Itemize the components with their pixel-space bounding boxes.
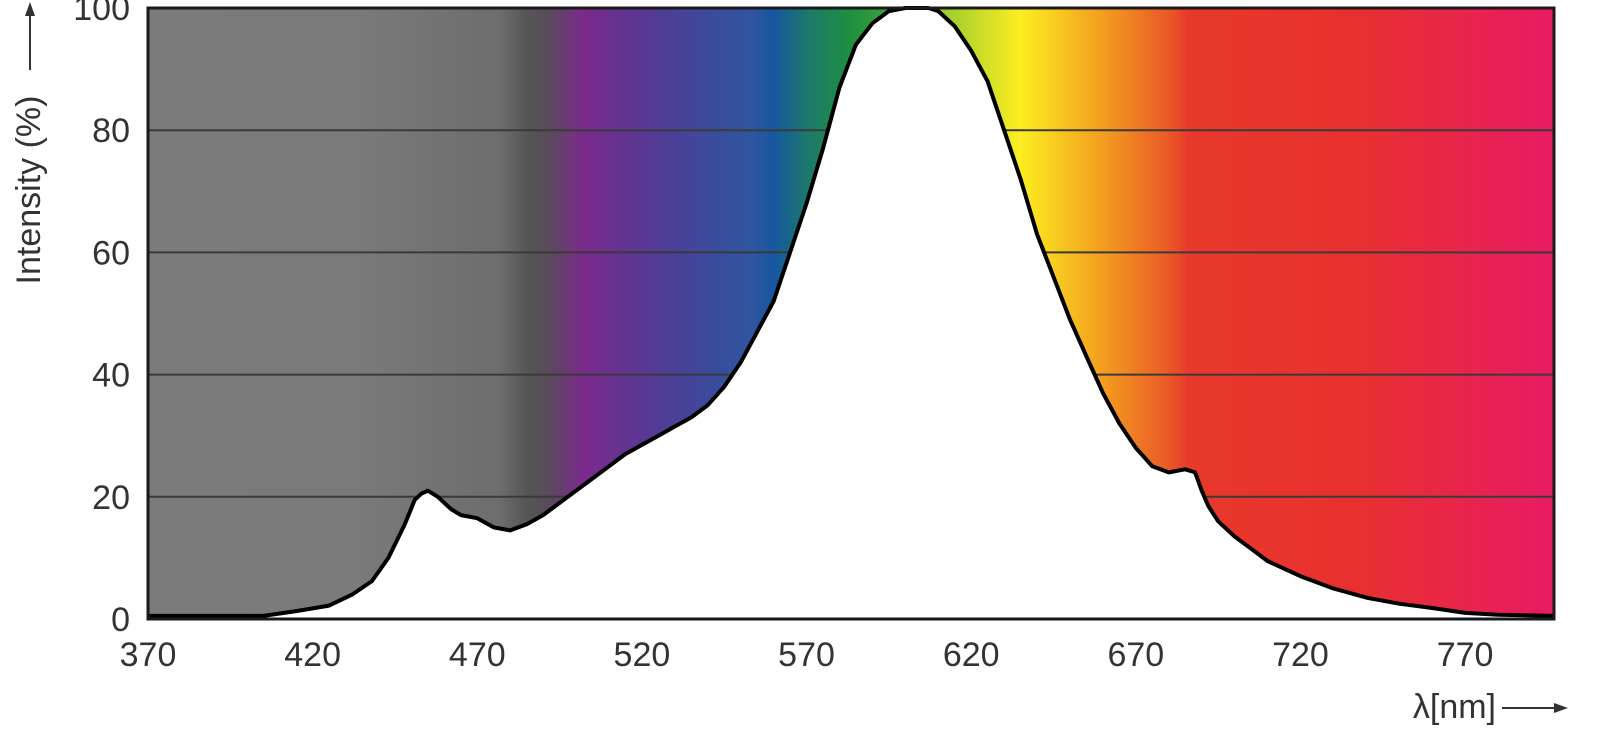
under-curve-area [148, 8, 1554, 619]
x-tick-label: 370 [120, 636, 177, 674]
y-axis-arrow [25, 2, 35, 70]
x-tick-label: 720 [1272, 636, 1329, 674]
y-tick-label: 40 [92, 357, 130, 395]
y-tick-label: 20 [92, 479, 130, 517]
plot-border [146, 6, 1556, 621]
x-tick-label: 620 [943, 636, 1000, 674]
y-tick-label: 80 [92, 112, 130, 150]
x-tick-label: 570 [778, 636, 835, 674]
x-tick-label: 420 [284, 636, 341, 674]
x-tick-label: 670 [1107, 636, 1164, 674]
x-axis-label: λ[nm] [1413, 688, 1496, 726]
y-axis-ticks: 0 20 40 60 80 100 [73, 0, 130, 639]
y-tick-label: 60 [92, 234, 130, 272]
x-tick-label: 470 [449, 636, 506, 674]
x-tick-label: 770 [1437, 636, 1494, 674]
y-tick-label: 100 [73, 0, 130, 28]
y-tick-label: 0 [111, 601, 130, 639]
x-axis-ticks: 370 420 470 520 570 620 670 720 770 [120, 636, 1494, 674]
series-line [148, 6, 1555, 618]
x-tick-label: 520 [614, 636, 671, 674]
x-axis-arrow [1502, 703, 1568, 713]
y-axis-label: Intensity (%) [10, 96, 48, 285]
